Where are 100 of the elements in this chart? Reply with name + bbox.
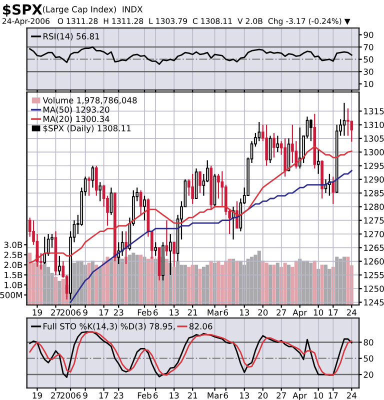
x-tick-label: 20 — [258, 309, 268, 316]
bar — [324, 264, 328, 305]
x-tick-label: 23 — [114, 309, 124, 316]
candlestick — [316, 148, 320, 174]
bar — [128, 254, 132, 305]
bar — [257, 250, 261, 305]
bar — [335, 256, 339, 305]
x-tick-label: 19 — [32, 392, 42, 399]
x-tick-label: Feb — [138, 392, 152, 399]
x-tick-label: 24 — [346, 392, 356, 398]
bar — [109, 258, 113, 305]
bar — [98, 266, 102, 305]
bar — [232, 258, 236, 305]
y-tick-label: 1280 — [364, 204, 384, 210]
bar — [194, 264, 198, 305]
x-tick-label: 10 — [314, 309, 324, 316]
x-tick-label: 27 — [51, 309, 60, 316]
x-tick-label: 24 — [346, 309, 356, 316]
candlestick — [98, 182, 102, 202]
bar — [272, 264, 276, 305]
x-tick-label: 17 — [328, 392, 338, 398]
bar — [264, 262, 268, 305]
bar — [132, 252, 136, 305]
x-tick-label: 27 — [276, 392, 286, 398]
y-tick-label: 1305 — [364, 135, 384, 142]
bar — [139, 254, 143, 305]
candlestick — [332, 176, 335, 205]
y-tick-label: 10 — [364, 80, 374, 88]
bar — [28, 252, 32, 305]
legend-label: MA(20) 1300.34 — [44, 116, 110, 124]
bar — [150, 256, 154, 305]
x-tick-label: 2006 — [60, 309, 81, 316]
bar — [346, 256, 350, 305]
y-tick-label: 1260 — [364, 258, 384, 265]
bar — [206, 264, 210, 305]
y-tick-label: 1300 — [364, 149, 384, 156]
bar — [58, 280, 62, 305]
candlestick — [272, 132, 276, 158]
x-tick-label: 13 — [170, 392, 179, 399]
candlestick — [276, 135, 280, 153]
bar — [309, 262, 313, 305]
x-tick-label: 23 — [114, 392, 124, 399]
y-tick-label: 1290 — [364, 176, 384, 183]
x-tick-label: 17 — [99, 392, 108, 398]
bar — [202, 266, 206, 305]
x-tick-label: 13 — [240, 392, 250, 399]
y2-tick-label: 1.5B — [4, 272, 22, 278]
bar — [187, 266, 191, 305]
bar — [254, 254, 258, 305]
bar — [183, 264, 187, 305]
bar — [312, 260, 316, 305]
legend-label: 82.06 — [189, 323, 212, 330]
bar — [268, 264, 272, 305]
bar — [120, 258, 124, 305]
y-tick-label: 1265 — [364, 244, 384, 251]
candlestick — [191, 173, 194, 205]
candlestick — [310, 118, 312, 142]
candlestick — [58, 255, 61, 276]
x-tick-label: 21 — [188, 392, 198, 398]
x-tick-label: 19 — [32, 309, 42, 316]
bar — [294, 260, 298, 305]
y-tick-label: 70 — [364, 44, 374, 50]
bar — [164, 258, 168, 305]
candlestick — [346, 108, 350, 136]
candlestick — [165, 220, 168, 256]
candlestick — [139, 190, 142, 216]
x-tick-label: 17 — [99, 309, 108, 316]
x-tick-label: 9 — [83, 309, 88, 316]
chart-title: $SPX — [3, 4, 42, 17]
candlestick — [143, 195, 146, 221]
y-tick-label: 1275 — [364, 217, 384, 224]
x-tick-label: Apr — [292, 309, 308, 318]
y-tick-label: 1295 — [364, 162, 384, 170]
bar — [146, 258, 150, 305]
x-tick-label: 6 — [224, 309, 228, 316]
legend-label: RSI(14) 56.81 — [44, 33, 100, 40]
bar — [135, 254, 139, 305]
y-tick-label: 90 — [364, 32, 374, 38]
x-tick-label: 6 — [224, 392, 228, 399]
candlestick — [206, 160, 209, 183]
bar — [209, 260, 213, 305]
bar — [338, 258, 342, 305]
y-tick-label: 1245 — [364, 299, 384, 306]
x-tick-label: 2006 — [60, 392, 81, 399]
y2-tick-label: 2.5B — [4, 252, 22, 258]
candlestick — [154, 242, 158, 256]
bar — [176, 260, 180, 305]
legend-label: Full STO %K(14,3) %D(3) 78.95, — [44, 323, 175, 330]
x-tick-label: 6 — [154, 392, 158, 399]
y-tick-label: 80 — [364, 339, 374, 346]
y-tick-label: 50 — [364, 56, 374, 63]
x-tick-label: 10 — [314, 392, 324, 399]
candlestick — [258, 121, 261, 142]
y-tick-label: 1270 — [364, 230, 384, 238]
bar — [328, 268, 332, 305]
bar — [320, 264, 324, 305]
bar — [276, 262, 280, 305]
x-tick-label: 21 — [188, 309, 198, 316]
candlestick — [284, 138, 286, 178]
candlestick — [110, 187, 113, 216]
